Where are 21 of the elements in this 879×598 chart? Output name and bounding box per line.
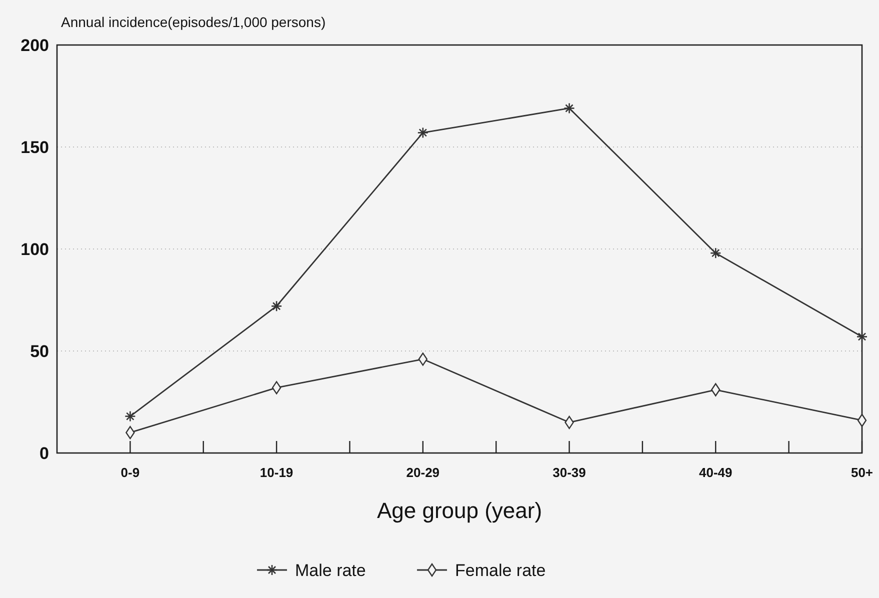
y-tick-label: 150 — [20, 138, 49, 157]
point — [564, 416, 574, 429]
y-tick-label: 200 — [20, 36, 49, 55]
x-tick-label: 0-9 — [120, 465, 140, 480]
y-tick-label: 100 — [20, 240, 49, 259]
x-tick-label: 50+ — [850, 465, 874, 480]
y-tick-label: 0 — [40, 444, 49, 463]
y-tick-label: 50 — [30, 342, 49, 361]
x-tick-label: 20-29 — [406, 465, 440, 480]
point — [418, 352, 428, 366]
legend-label: Male rate — [295, 560, 366, 580]
point — [711, 383, 720, 396]
point — [272, 381, 282, 394]
point — [857, 414, 867, 427]
x-axis-title: Age group (year) — [376, 498, 542, 523]
point — [126, 426, 135, 440]
legend-label: Female rate — [455, 560, 546, 580]
x-tick-label: 10-19 — [260, 465, 294, 480]
x-tick-label: 30-39 — [552, 465, 586, 480]
y-axis-title: Annual incidence(episodes/1,000 persons) — [61, 14, 326, 30]
x-tick-label: 40-49 — [699, 465, 732, 480]
